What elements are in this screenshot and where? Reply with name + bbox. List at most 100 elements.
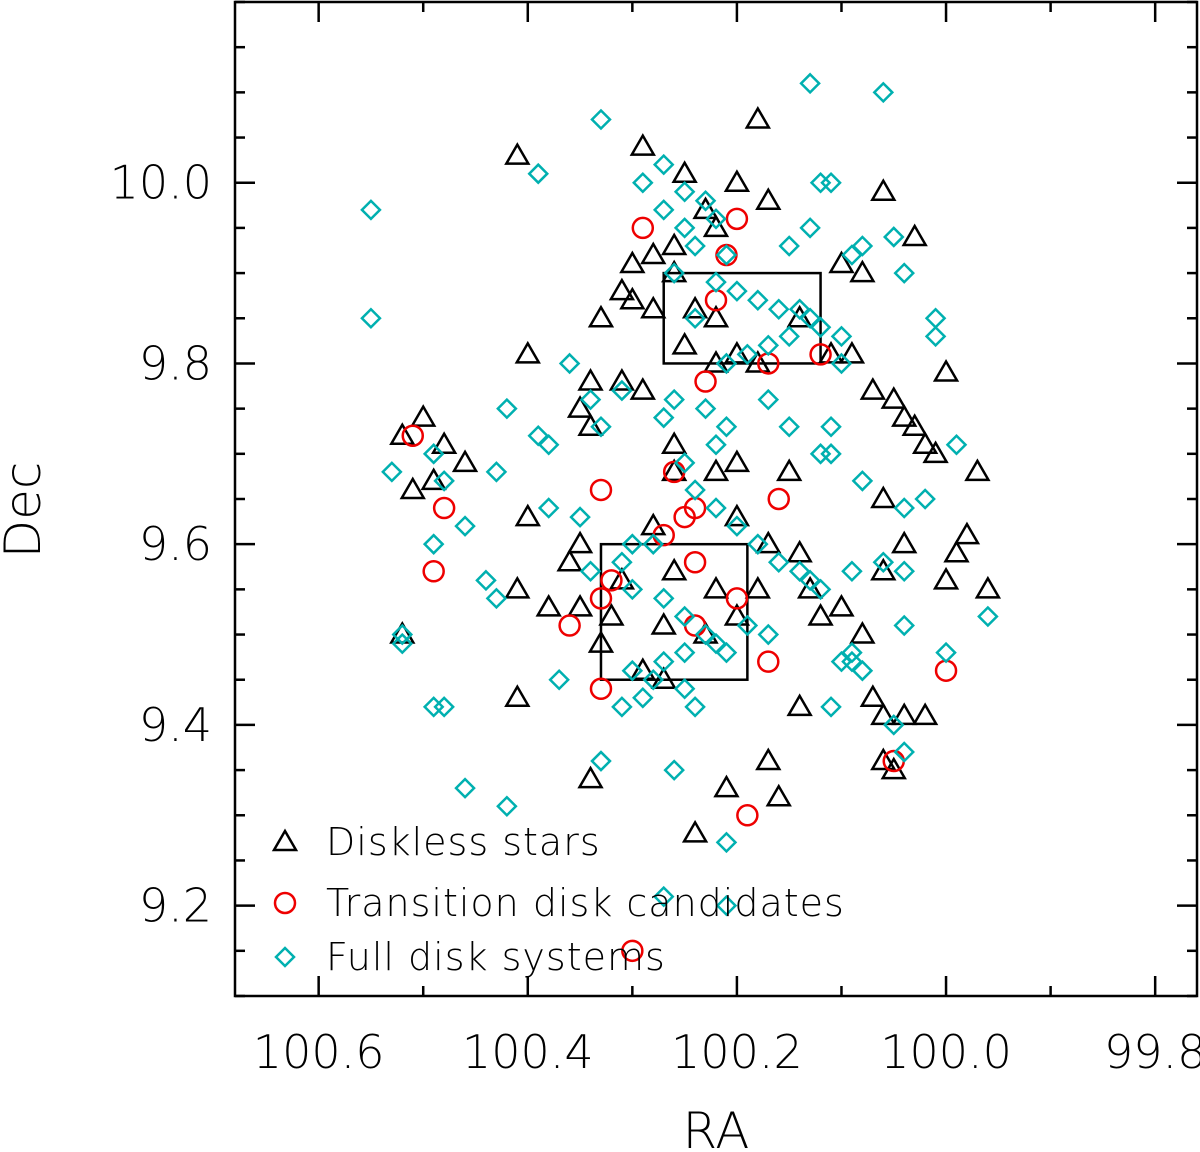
full-disk-point — [705, 497, 727, 519]
full-disk-point — [454, 515, 476, 537]
full-disk-point — [747, 533, 769, 555]
diskless-star-point — [911, 431, 939, 455]
data-points — [360, 72, 1002, 963]
diskless-star-point — [681, 295, 709, 319]
full-disk-point — [851, 659, 874, 682]
full-disk-point — [830, 325, 853, 348]
diskless-star-point — [430, 431, 458, 455]
full-disk-point — [736, 343, 759, 366]
diskless-star-point — [587, 304, 615, 328]
transition-disk-point — [767, 487, 790, 511]
full-disk-point — [893, 560, 915, 583]
full-disk-point — [579, 560, 602, 583]
transition-disk-point — [725, 587, 749, 610]
diskless-star-point — [650, 612, 677, 635]
full-disk-point — [527, 162, 550, 185]
diskless-star-point — [420, 467, 447, 491]
transition-disk-point — [683, 551, 707, 574]
diskless-star-point — [932, 566, 960, 590]
full-disk-point — [422, 443, 445, 465]
transition-disk-point — [631, 216, 655, 240]
full-disk-point — [851, 470, 874, 492]
diskless-star-point — [587, 630, 615, 653]
y-tick-labels: 9.2 9.4 9.6 9.8 10.0 — [110, 156, 212, 933]
diskless-star-point — [566, 395, 594, 418]
full-disk-point — [935, 641, 957, 664]
full-disk-point — [809, 316, 832, 339]
full-disk-point — [673, 217, 696, 239]
full-disk-point — [652, 406, 675, 429]
full-disk-point — [611, 551, 633, 574]
diskless-star-point — [765, 783, 792, 807]
full-disk-point — [663, 388, 685, 411]
full-disk-point — [590, 415, 612, 438]
diskless-star-point — [629, 133, 656, 156]
diskless-star-point — [702, 214, 730, 238]
full-disk-point — [726, 515, 748, 537]
full-disk-point — [684, 307, 706, 330]
diskless-star-point — [629, 657, 656, 680]
diskless-star-point — [514, 340, 541, 364]
diskless-star-point — [974, 575, 1002, 599]
diskless-star-point — [870, 702, 897, 726]
full-disk-point — [882, 226, 905, 248]
full-disk-point — [694, 190, 717, 212]
diskless-star-point — [671, 331, 698, 355]
diskless-star-point — [702, 349, 730, 373]
full-disk-point — [642, 668, 665, 691]
full-disk-point — [914, 488, 936, 510]
diskless-star-point — [838, 340, 866, 364]
full-disk-point — [485, 587, 508, 610]
diskless-star-point — [640, 295, 667, 319]
full-disk-point — [830, 352, 853, 375]
transition-disk-point — [621, 939, 644, 963]
full-disk-point — [882, 714, 905, 736]
y-tick-label: 9.6 — [139, 517, 212, 571]
diskless-star-point — [692, 196, 719, 220]
diskless-star-point — [504, 142, 531, 165]
full-disk-point — [485, 461, 508, 483]
full-disk-point — [652, 650, 675, 673]
full-disk-point — [391, 623, 414, 646]
diskless-star-point — [870, 178, 897, 202]
diskless-star-point — [891, 404, 918, 427]
diskless-star-point — [514, 503, 541, 527]
diskless-star-point — [755, 747, 782, 771]
diskless-star-point — [661, 458, 688, 482]
y-tick-label: 10.0 — [110, 156, 212, 210]
diskless-star-point — [577, 368, 604, 391]
diskless-star-point — [817, 340, 845, 364]
transition-disk-point — [558, 614, 581, 637]
transition-disk-point — [715, 243, 738, 267]
diskless-star-point — [911, 702, 939, 726]
diskless-star-point — [389, 422, 416, 445]
full-disk-point — [757, 334, 780, 357]
x-tick-label: 100.2 — [671, 1025, 803, 1079]
diskless-star-point — [796, 575, 824, 599]
legend: Diskless stars Transition disk candidates… — [271, 820, 844, 979]
diskless-star-point — [901, 413, 928, 436]
full-disk-point — [496, 397, 518, 420]
y-tick-label: 9.2 — [139, 879, 212, 933]
diskless-star-point — [932, 358, 960, 382]
full-disk-point — [621, 578, 644, 601]
full-disk-point — [558, 352, 581, 375]
transition-disk-point — [757, 650, 780, 673]
full-disk-point — [673, 605, 696, 628]
full-disk-point — [851, 235, 874, 257]
full-disk-point — [757, 388, 780, 411]
diskless-star-point — [922, 440, 949, 464]
diskless-star-point — [943, 539, 970, 563]
full-disk-point — [715, 415, 738, 438]
diskless-star-point — [661, 431, 688, 455]
diskless-star-point — [629, 377, 656, 400]
highlight-boxes — [599, 271, 822, 681]
full-disk-point — [632, 687, 654, 709]
diskless-star-point — [870, 747, 897, 771]
full-disk-point — [841, 641, 863, 664]
diskless-star-point — [566, 593, 594, 617]
diskless-star-point — [702, 575, 730, 599]
full-disk-point — [527, 424, 550, 447]
transition-disk-point — [589, 677, 613, 701]
diskless-star-point — [671, 160, 698, 183]
